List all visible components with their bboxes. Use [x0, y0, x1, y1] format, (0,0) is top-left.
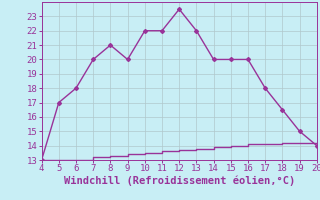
- X-axis label: Windchill (Refroidissement éolien,°C): Windchill (Refroidissement éolien,°C): [64, 176, 295, 186]
